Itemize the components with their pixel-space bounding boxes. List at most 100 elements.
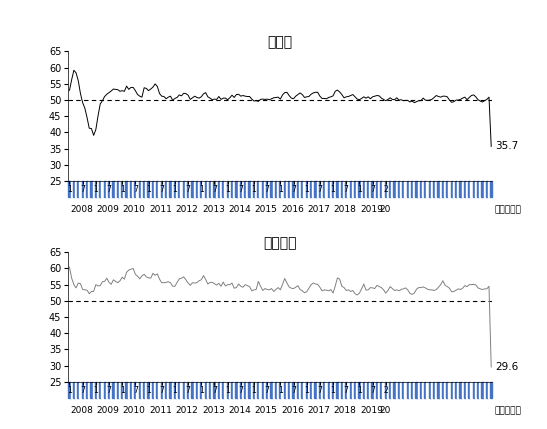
Bar: [306, 382, 308, 398]
Bar: [413, 382, 415, 398]
Bar: [411, 382, 413, 398]
Bar: [211, 181, 213, 197]
Bar: [202, 382, 205, 398]
Bar: [490, 382, 492, 398]
Bar: [174, 382, 176, 398]
Bar: [143, 382, 146, 398]
Bar: [71, 382, 73, 398]
Bar: [330, 181, 332, 197]
Bar: [106, 382, 108, 398]
Bar: [424, 382, 427, 398]
Bar: [453, 382, 455, 398]
Bar: [310, 181, 312, 197]
Bar: [387, 382, 389, 398]
Bar: [138, 181, 141, 197]
Bar: [367, 382, 369, 398]
Bar: [183, 181, 185, 197]
Bar: [402, 382, 404, 398]
Bar: [449, 181, 451, 197]
Text: 2018: 2018: [334, 406, 357, 415]
Bar: [473, 181, 475, 197]
Bar: [211, 382, 213, 398]
Bar: [440, 382, 442, 398]
Bar: [293, 181, 295, 197]
Bar: [194, 382, 196, 398]
Bar: [468, 382, 470, 398]
Bar: [400, 181, 402, 197]
Bar: [240, 181, 242, 197]
Bar: [446, 382, 449, 398]
Bar: [417, 181, 420, 197]
Bar: [411, 181, 413, 197]
Bar: [138, 382, 141, 398]
Bar: [435, 181, 438, 197]
Bar: [106, 181, 108, 197]
Bar: [183, 382, 185, 398]
Text: 2009: 2009: [96, 406, 119, 415]
Bar: [172, 181, 174, 197]
Bar: [207, 382, 209, 398]
Bar: [152, 181, 154, 197]
Text: 2017: 2017: [307, 205, 330, 214]
Bar: [404, 181, 406, 197]
Bar: [90, 382, 92, 398]
Bar: [479, 181, 481, 197]
Bar: [233, 181, 235, 197]
Bar: [130, 181, 132, 197]
Bar: [438, 181, 440, 197]
Text: 2015: 2015: [254, 205, 277, 214]
Bar: [422, 382, 424, 398]
Bar: [235, 181, 237, 197]
Bar: [248, 382, 251, 398]
Bar: [315, 382, 317, 398]
Bar: [470, 382, 473, 398]
Bar: [356, 181, 358, 197]
Bar: [301, 382, 304, 398]
Bar: [218, 382, 220, 398]
Bar: [181, 382, 183, 398]
Bar: [185, 382, 187, 398]
Bar: [141, 382, 143, 398]
Bar: [95, 181, 97, 197]
Title: 非製造業: 非製造業: [264, 236, 297, 250]
Bar: [444, 382, 446, 398]
Bar: [382, 181, 385, 197]
Bar: [275, 382, 277, 398]
Bar: [75, 382, 77, 398]
Bar: [424, 181, 427, 197]
Bar: [246, 382, 248, 398]
Bar: [473, 382, 475, 398]
Bar: [490, 181, 492, 197]
Bar: [270, 181, 272, 197]
Bar: [440, 181, 442, 197]
Bar: [299, 382, 301, 398]
Bar: [191, 181, 194, 197]
Bar: [189, 382, 191, 398]
Bar: [446, 181, 449, 197]
Bar: [406, 382, 409, 398]
Bar: [330, 382, 332, 398]
Bar: [288, 181, 290, 197]
Bar: [363, 382, 365, 398]
Bar: [345, 382, 347, 398]
Bar: [336, 382, 339, 398]
Bar: [376, 181, 378, 197]
Bar: [88, 181, 90, 197]
Bar: [393, 382, 395, 398]
Text: 2012: 2012: [176, 205, 199, 214]
Bar: [189, 181, 191, 197]
Bar: [165, 181, 167, 197]
Bar: [371, 382, 374, 398]
Bar: [415, 181, 417, 197]
Bar: [121, 382, 123, 398]
Bar: [306, 181, 308, 197]
Bar: [427, 181, 429, 197]
Bar: [352, 382, 354, 398]
Bar: [466, 382, 468, 398]
Bar: [341, 181, 343, 197]
Bar: [73, 181, 75, 197]
Bar: [339, 382, 341, 398]
Bar: [170, 181, 172, 197]
Bar: [163, 181, 165, 197]
Bar: [347, 181, 350, 197]
